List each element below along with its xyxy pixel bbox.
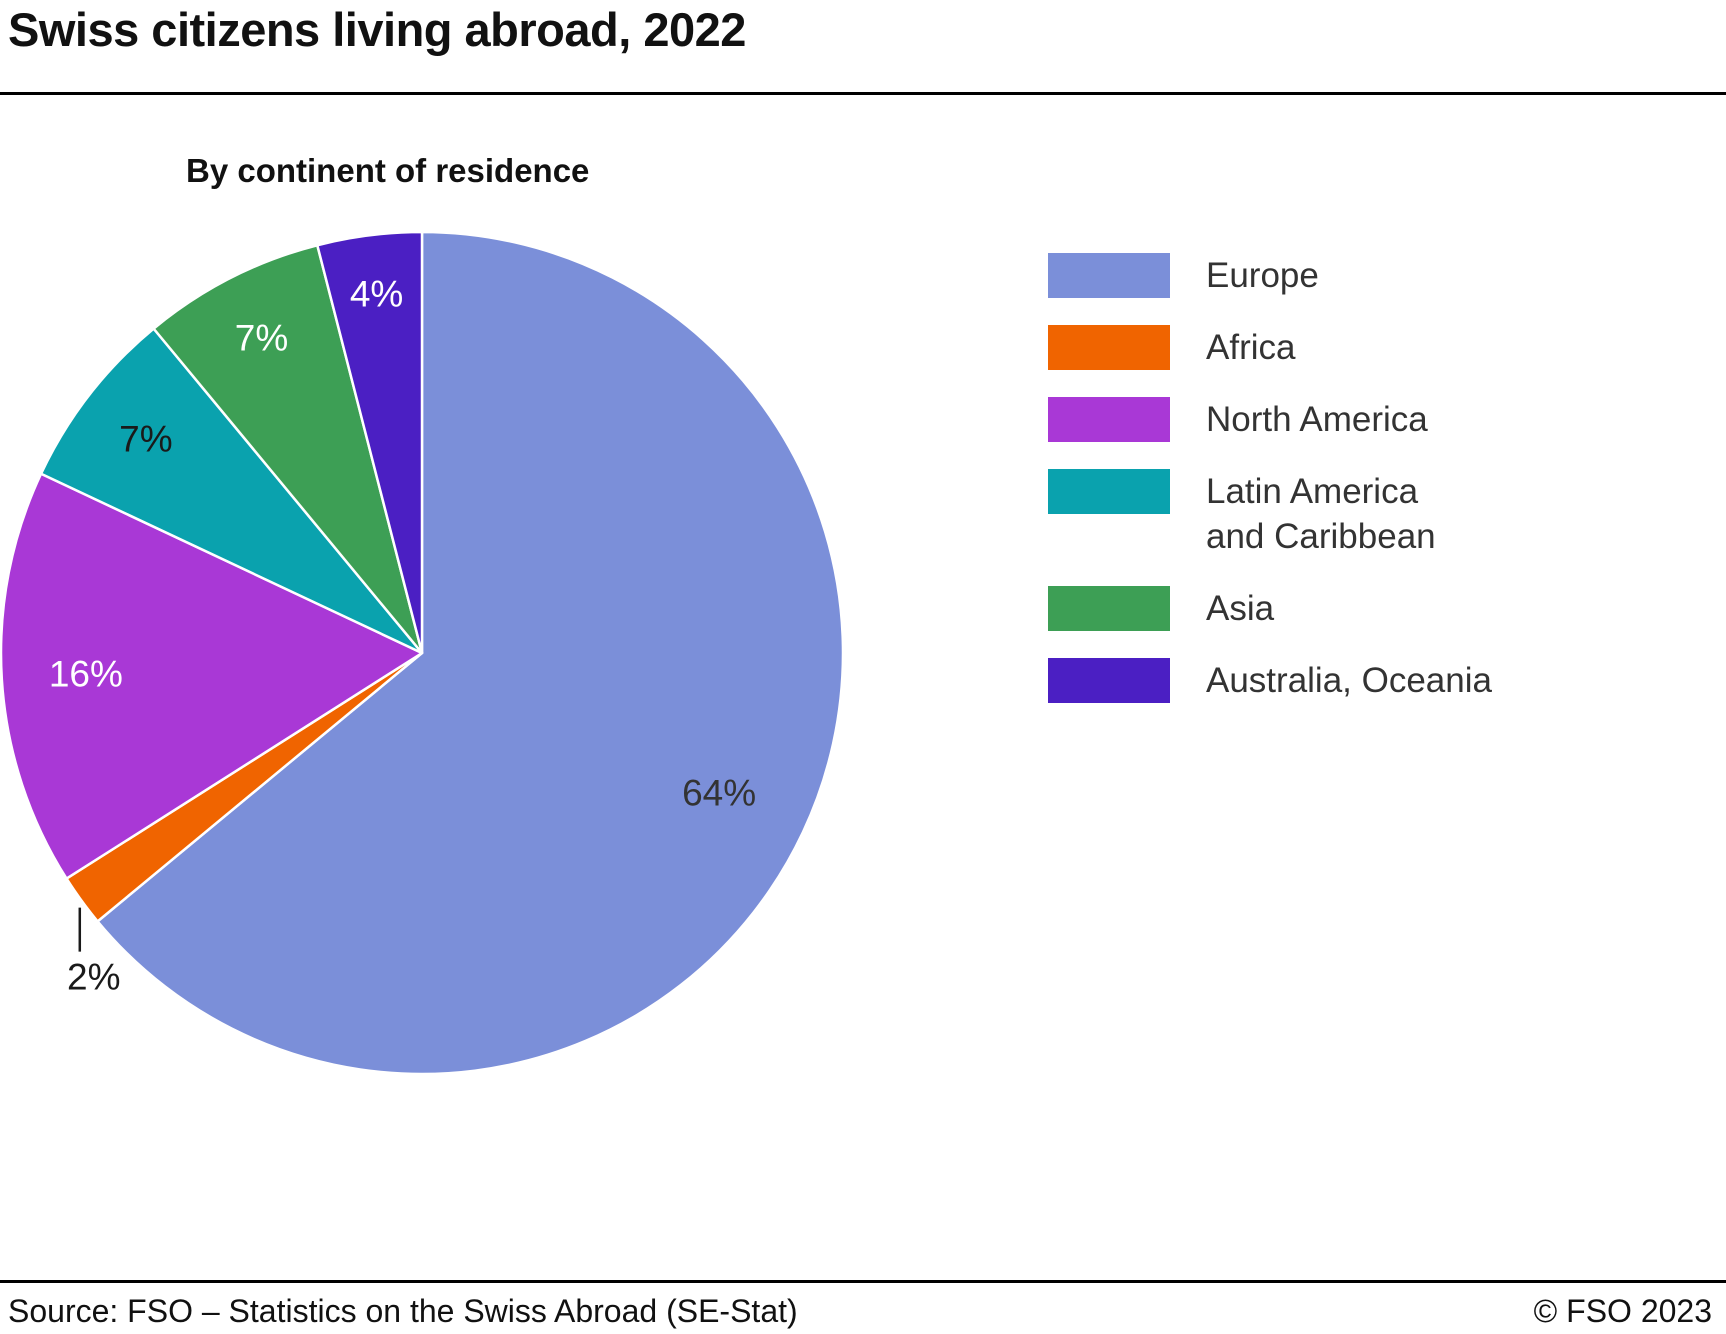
pie-slice-australia-oceania xyxy=(316,230,424,655)
legend: Europe Africa North America Latin America a… xyxy=(1048,253,1492,703)
pie-label-australia-oceania: 4% xyxy=(350,273,403,314)
legend-label: Australia, Oceania xyxy=(1206,661,1492,700)
legend-item-africa: Africa xyxy=(1048,325,1492,370)
legend-swatch xyxy=(1048,586,1170,631)
legend-swatch xyxy=(1048,397,1170,442)
legend-label: Africa xyxy=(1206,328,1296,367)
legend-item-latin-america: Latin America and Caribbean xyxy=(1048,469,1492,559)
legend-item-australia-oceania: Australia, Oceania xyxy=(1048,658,1492,703)
legend-swatch xyxy=(1048,325,1170,370)
legend-swatch xyxy=(1048,658,1170,703)
legend-item-asia: Asia xyxy=(1048,586,1492,631)
pie-label-north-america: 16% xyxy=(49,654,123,695)
source-text: Source: FSO – Statistics on the Swiss Ab… xyxy=(8,1293,798,1329)
legend-label: North America xyxy=(1206,400,1428,439)
pie-label-africa: 2% xyxy=(67,957,120,998)
chart-subtitle: By continent of residence xyxy=(186,152,590,189)
pie-label-asia: 7% xyxy=(235,317,288,358)
pie-label-europe: 64% xyxy=(682,772,756,813)
page-title: Swiss citizens living abroad, 2022 xyxy=(8,3,746,56)
legend-item-europe: Europe xyxy=(1048,253,1492,298)
legend-swatch xyxy=(1048,253,1170,298)
pie-slice-asia xyxy=(152,243,424,655)
legend-label: Europe xyxy=(1206,256,1319,295)
footer: Source: FSO – Statistics on the Swiss Ab… xyxy=(8,1293,1712,1330)
pie-slice-latin-america-and-caribbean xyxy=(39,327,424,655)
legend-label: Asia xyxy=(1206,589,1275,628)
pie-chart: 64% 2% 16% 7% 7% 4% xyxy=(0,230,845,1076)
pie-slice-north-america xyxy=(0,472,424,880)
pie-label-latin-america-and-caribbean: 7% xyxy=(119,418,172,459)
pie-slice-europe xyxy=(96,230,845,1076)
legend-label: Latin America and Caribbean xyxy=(1206,472,1436,556)
legend-swatch xyxy=(1048,469,1170,514)
copyright-text: © FSO 2023 xyxy=(1533,1293,1712,1329)
top-divider xyxy=(0,92,1726,95)
bottom-divider xyxy=(0,1280,1726,1283)
legend-item-north-america: North America xyxy=(1048,397,1492,442)
